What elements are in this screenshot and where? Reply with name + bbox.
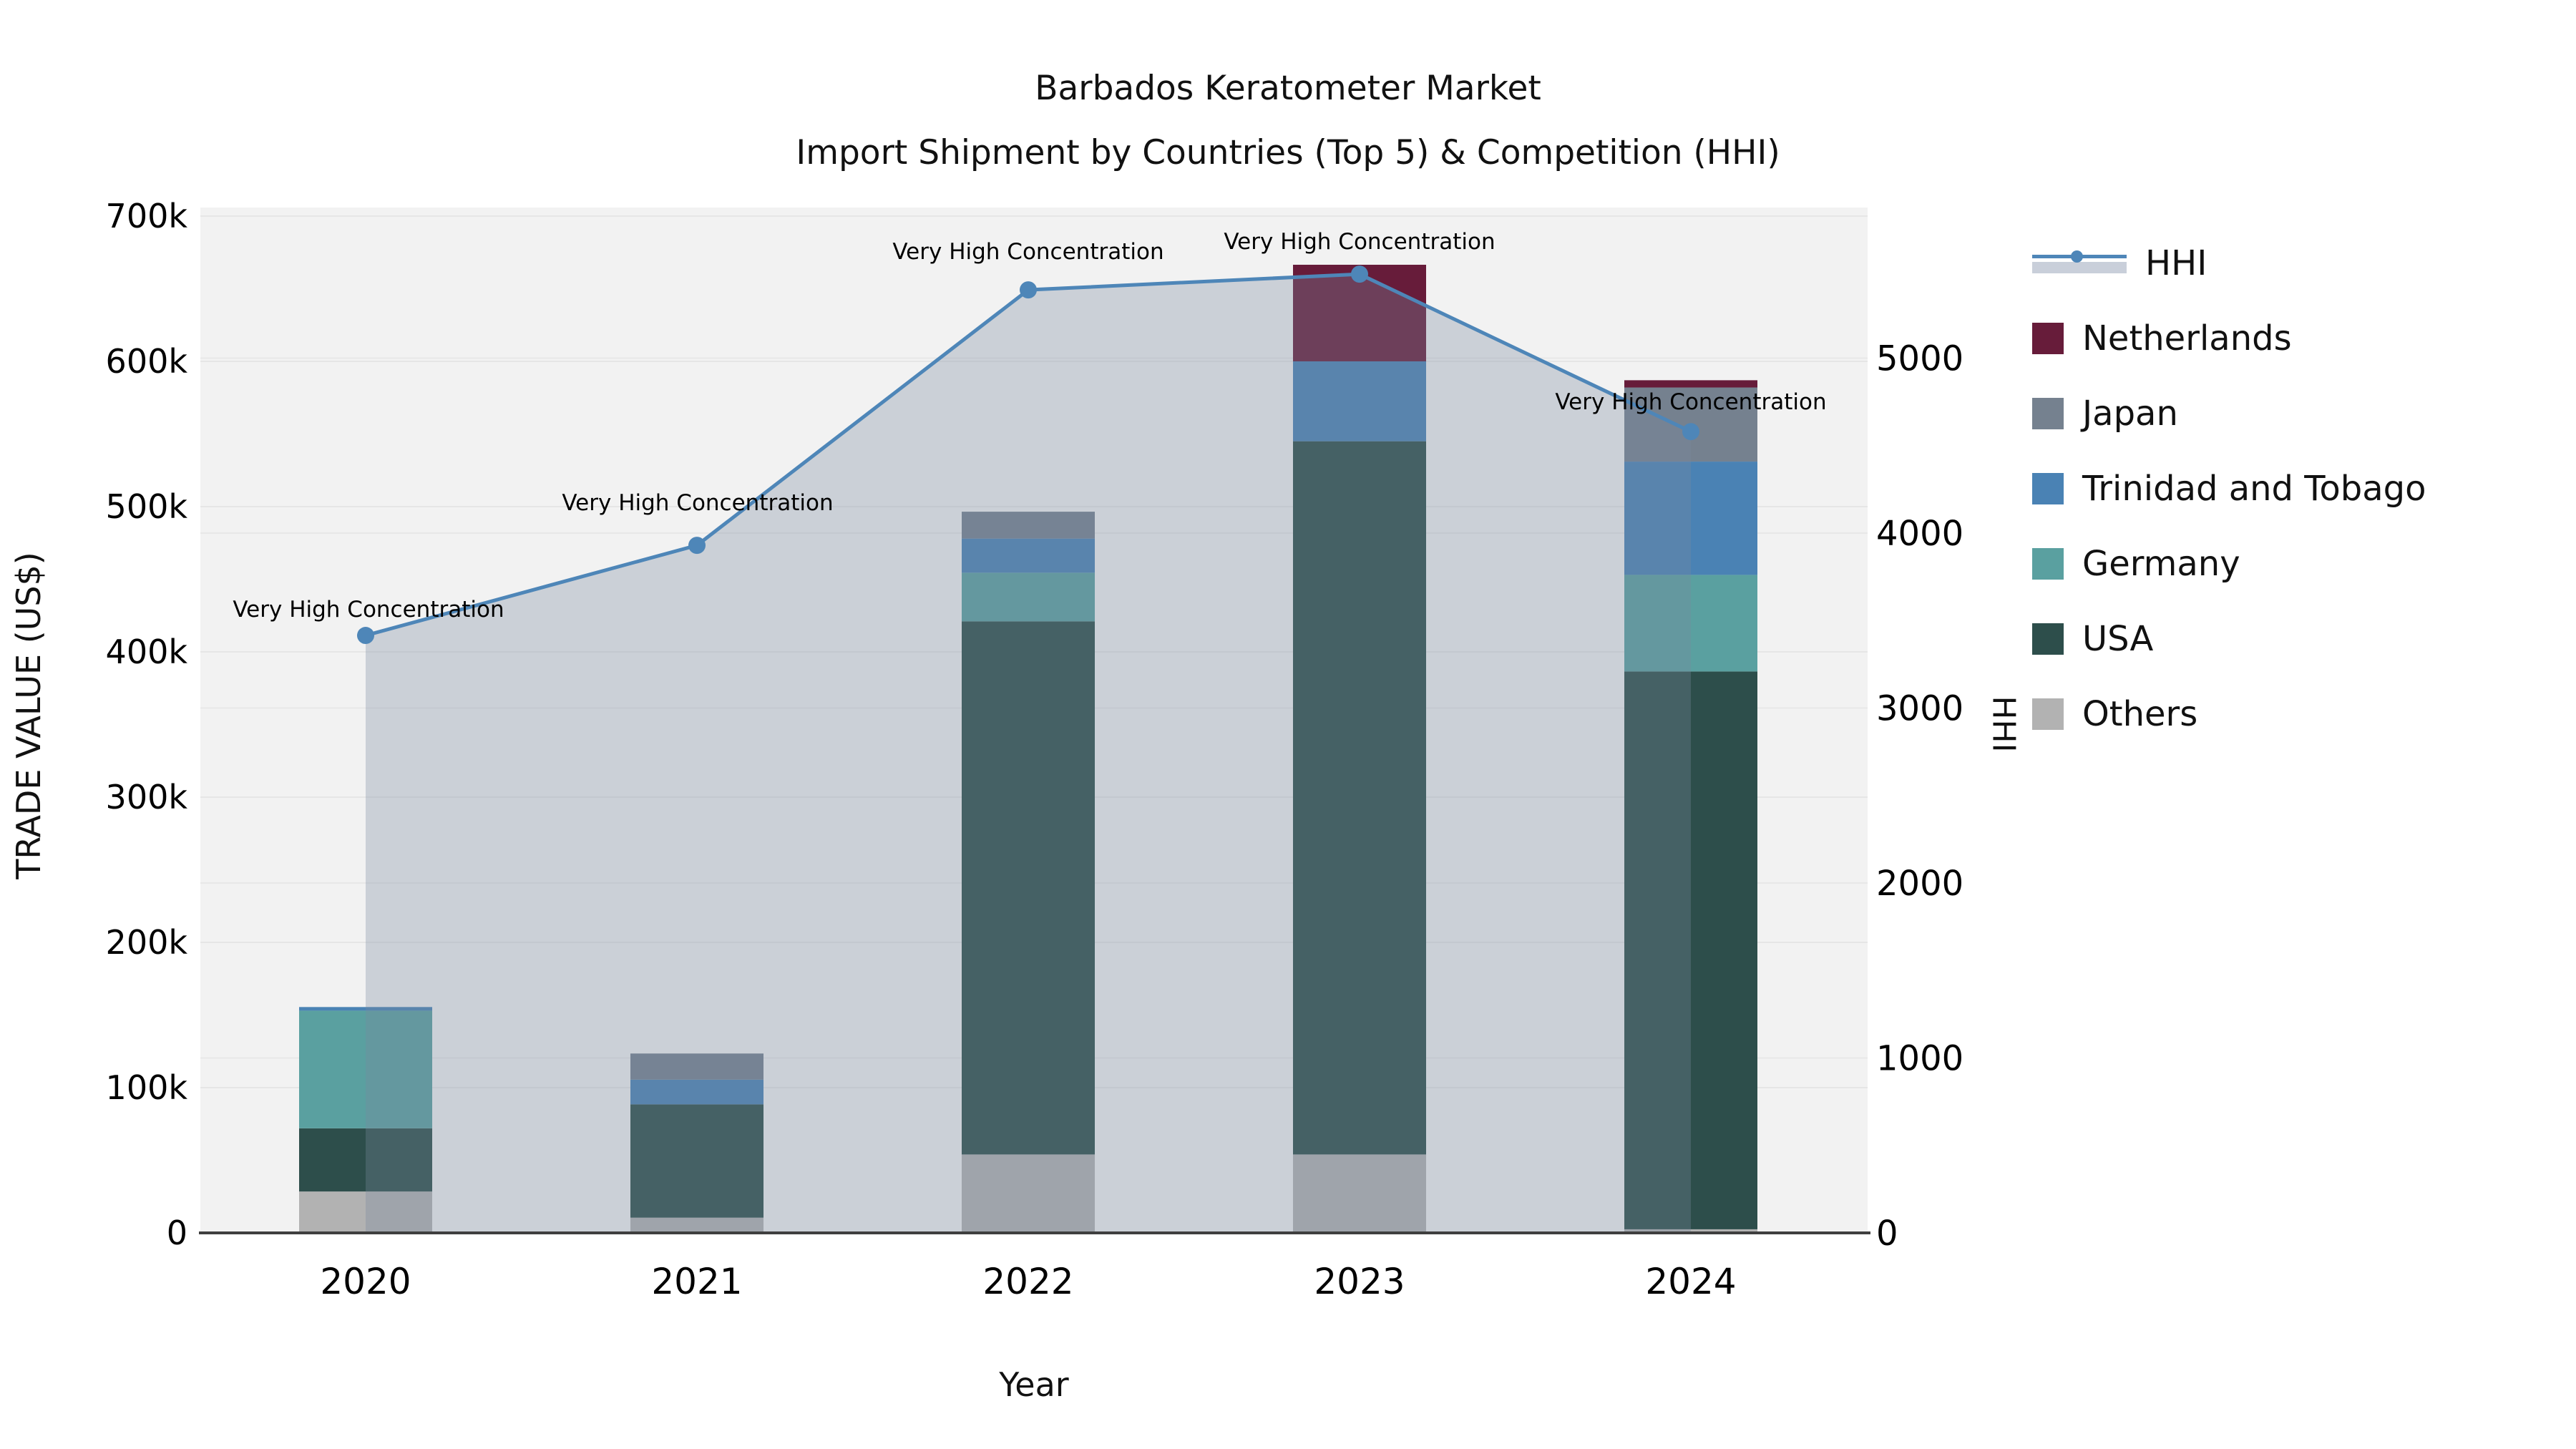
- bar-2023-usa[interactable]: [1293, 441, 1426, 1155]
- annotation-2024: Very High Concentration: [1555, 389, 1827, 416]
- y-left-tick-500k: 500k: [106, 487, 188, 526]
- bar-2024-netherlands[interactable]: [1624, 380, 1757, 388]
- legend-item-netherlands[interactable]: Netherlands: [2032, 301, 2426, 376]
- y-right-tick-5000: 5000: [1876, 339, 1963, 379]
- bar-2021-japan[interactable]: [630, 1053, 763, 1080]
- bar-2024-trinidad-and-tobago[interactable]: [1624, 462, 1757, 575]
- hhi-area-fill: [366, 274, 1691, 1233]
- x-tick-2023: 2023: [1314, 1261, 1405, 1302]
- bar-2020-germany[interactable]: [299, 1010, 432, 1128]
- legend-label: Germany: [2082, 543, 2240, 584]
- y-left-tick-200k: 200k: [106, 923, 188, 962]
- y-left-tick-400k: 400k: [106, 633, 188, 671]
- x-axis-title: Year: [999, 1365, 1069, 1404]
- bar-2024-germany[interactable]: [1624, 575, 1757, 672]
- annotation-2020: Very High Concentration: [233, 597, 504, 623]
- hhi-marker-2021[interactable]: [688, 537, 706, 555]
- legend-label: Trinidad and Tobago: [2082, 468, 2426, 509]
- legend-item-japan[interactable]: Japan: [2032, 376, 2426, 451]
- hhi-marker-2020[interactable]: [357, 627, 374, 645]
- annotation-2021: Very High Concentration: [562, 490, 834, 517]
- legend-label: Japan: [2082, 393, 2178, 434]
- y-right-tick-3000: 3000: [1876, 689, 1963, 729]
- y-left-tick-300k: 300k: [106, 778, 188, 816]
- bar-2022-trinidad-and-tobago[interactable]: [962, 538, 1095, 573]
- x-tick-2020: 2020: [320, 1261, 411, 1302]
- bar-2020-usa[interactable]: [299, 1128, 432, 1192]
- y-right-tick-1000: 1000: [1876, 1039, 1963, 1079]
- chart-title-line2: Import Shipment by Countries (Top 5) & C…: [796, 133, 1780, 172]
- bar-2022-japan[interactable]: [962, 512, 1095, 539]
- bar-2020-others[interactable]: [299, 1191, 432, 1233]
- bar-2023-others[interactable]: [1293, 1154, 1426, 1233]
- chart-title-line1: Barbados Keratometer Market: [1035, 69, 1541, 108]
- y-left-tick-0: 0: [167, 1214, 187, 1252]
- hhi-line-icon: [2032, 248, 2127, 279]
- y-right-tick-0: 0: [1876, 1214, 1898, 1254]
- hhi-marker-2022[interactable]: [1020, 281, 1037, 299]
- y-right-tick-4000: 4000: [1876, 514, 1963, 554]
- bar-2022-usa[interactable]: [962, 621, 1095, 1155]
- legend-label: USA: [2082, 618, 2154, 659]
- bar-2020-trinidad-and-tobago[interactable]: [299, 1007, 432, 1011]
- x-tick-2024: 2024: [1645, 1261, 1736, 1302]
- legend-label: HHI: [2145, 243, 2207, 283]
- hhi-band: [2032, 261, 2127, 273]
- legend-item-hhi[interactable]: HHI: [2032, 225, 2426, 301]
- legend-item-germany[interactable]: Germany: [2032, 526, 2426, 601]
- bar-2024-usa[interactable]: [1624, 671, 1757, 1229]
- legend-swatch-trinidad-and-tobago: [2032, 472, 2064, 504]
- legend-swatch-netherlands: [2032, 322, 2064, 354]
- bar-2022-germany[interactable]: [962, 572, 1095, 622]
- x-tick-2022: 2022: [982, 1261, 1073, 1302]
- bar-2024-others[interactable]: [1624, 1229, 1757, 1233]
- bar-2023-trinidad-and-tobago[interactable]: [1293, 361, 1426, 441]
- hhi-dot: [2071, 250, 2083, 263]
- hhi-marker-2024[interactable]: [1682, 423, 1699, 441]
- bar-2022-others[interactable]: [962, 1154, 1095, 1233]
- legend-item-usa[interactable]: USA: [2032, 601, 2426, 676]
- y-left-tick-100k: 100k: [106, 1068, 188, 1107]
- legend-swatch-usa: [2032, 623, 2064, 655]
- bar-2021-usa[interactable]: [630, 1104, 763, 1218]
- legend-label: Others: [2082, 693, 2198, 734]
- legend-swatch-germany: [2032, 547, 2064, 580]
- x-axis-line: [199, 1231, 1870, 1234]
- legend-swatch-others: [2032, 698, 2064, 730]
- bar-2021-trinidad-and-tobago[interactable]: [630, 1079, 763, 1105]
- annotation-2022: Very High Concentration: [892, 239, 1164, 265]
- hhi-marker-2023[interactable]: [1351, 265, 1368, 283]
- x-tick-2021: 2021: [651, 1261, 742, 1302]
- legend-item-trinidad-and-tobago[interactable]: Trinidad and Tobago: [2032, 451, 2426, 526]
- bar-2021-others[interactable]: [630, 1217, 763, 1233]
- y-left-tick-700k: 700k: [106, 197, 188, 235]
- legend-swatch-japan: [2032, 397, 2064, 429]
- legend-item-others[interactable]: Others: [2032, 676, 2426, 751]
- y-left-tick-600k: 600k: [106, 342, 188, 381]
- annotation-2023: Very High Concentration: [1224, 229, 1496, 255]
- legend-label: Netherlands: [2082, 318, 2292, 358]
- legend: HHI Netherlands Japan Trinidad and Tobago Ge…: [2032, 225, 2426, 751]
- y-right-tick-2000: 2000: [1876, 864, 1963, 904]
